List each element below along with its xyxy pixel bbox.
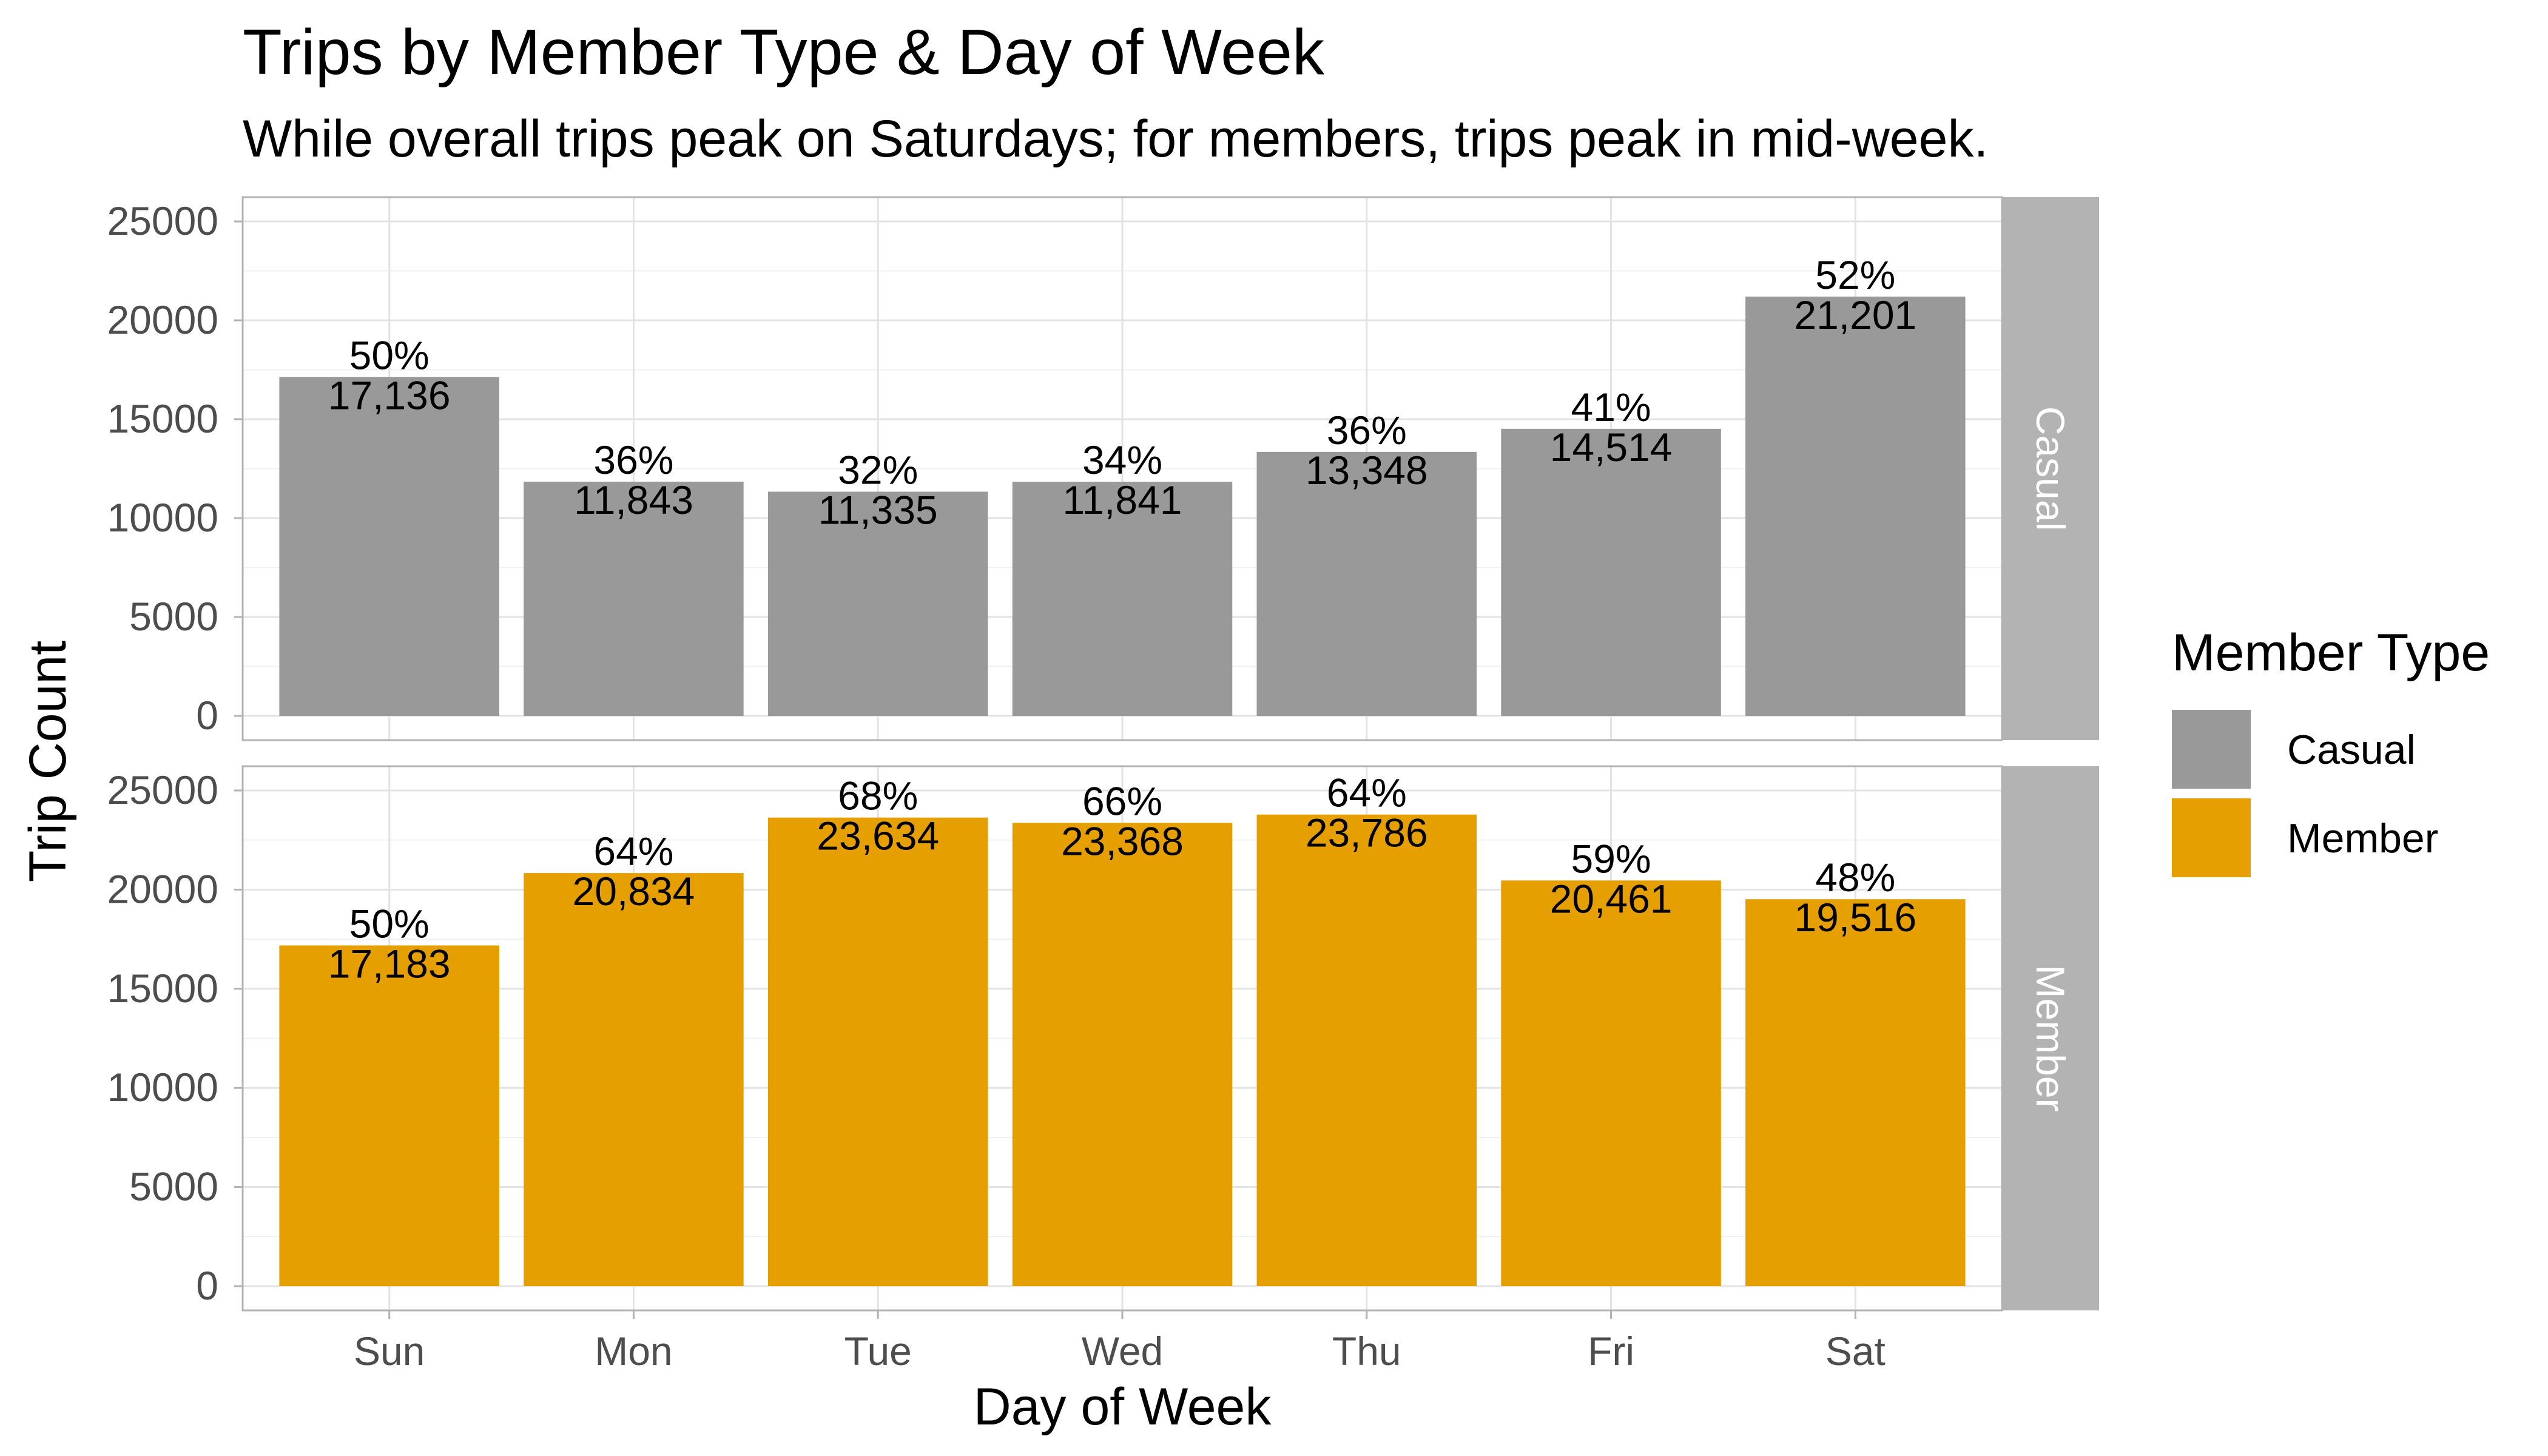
value-label: 20,834	[573, 869, 695, 914]
y-tick-label: 15000	[107, 966, 218, 1011]
value-label: 17,183	[328, 941, 451, 986]
bar-casual-fri	[1501, 428, 1721, 716]
pct-label: 66%	[1082, 778, 1162, 823]
legend: Member Type Casual Member	[2172, 624, 2490, 877]
pct-label: 64%	[593, 829, 673, 874]
pct-label: 50%	[349, 901, 430, 946]
value-label: 23,368	[1061, 818, 1184, 863]
value-label: 13,348	[1306, 448, 1428, 493]
bar-casual-thu	[1256, 451, 1477, 716]
bar-casual-sun	[279, 377, 499, 716]
x-tick-label: Sat	[1825, 1329, 1886, 1373]
pct-label: 68%	[838, 774, 918, 818]
y-tick-label: 5000	[129, 594, 218, 639]
x-axis-title: Day of Week	[974, 1378, 1272, 1436]
value-label: 11,335	[818, 487, 938, 532]
y-tick-label: 20000	[107, 866, 218, 911]
value-label: 17,136	[328, 372, 451, 417]
bar-casual-mon	[524, 481, 744, 716]
legend-label: Casual	[2287, 727, 2416, 773]
value-label: 11,841	[1063, 477, 1182, 522]
legend-key-member	[2172, 798, 2251, 877]
pct-label: 59%	[1571, 836, 1651, 881]
pct-label: 34%	[1082, 437, 1162, 482]
x-tick-label: Mon	[595, 1329, 672, 1373]
bar-member-mon	[524, 873, 744, 1286]
value-label: 21,201	[1794, 292, 1916, 337]
facet-strip	[2002, 766, 2099, 1310]
y-tick-label: 25000	[107, 767, 218, 812]
legend-label: Member	[2287, 815, 2438, 861]
y-tick-label: 10000	[107, 495, 218, 540]
legend-key-casual	[2172, 710, 2251, 789]
value-label: 20,461	[1550, 876, 1673, 921]
chart-subtitle: While overall trips peak on Saturdays; f…	[243, 110, 1988, 168]
pct-label: 48%	[1815, 855, 1895, 900]
value-label: 23,786	[1306, 811, 1428, 855]
value-label: 19,516	[1794, 895, 1916, 940]
pct-label: 64%	[1327, 770, 1407, 815]
plot-area: 050001000015000200002500050%17,13636%11,…	[107, 196, 2099, 1373]
pct-label: 36%	[593, 437, 673, 482]
chart-title: Trips by Member Type & Day of Week	[243, 16, 1325, 88]
pct-label: 41%	[1571, 385, 1651, 430]
bar-casual-tue	[767, 491, 988, 716]
y-tick-label: 10000	[107, 1065, 218, 1110]
bar-member-sun	[279, 945, 499, 1286]
bar-member-wed	[1012, 823, 1233, 1286]
value-label: 14,514	[1550, 425, 1673, 470]
bar-member-fri	[1501, 880, 1721, 1286]
y-tick-label: 20000	[107, 297, 218, 342]
x-tick-label: Thu	[1332, 1329, 1401, 1373]
facet-strip-label: Member	[2028, 965, 2073, 1111]
x-tick-label: Fri	[1588, 1329, 1634, 1373]
bar-casual-wed	[1012, 481, 1233, 716]
value-label: 11,843	[574, 477, 693, 522]
x-tick-label: Sun	[354, 1329, 425, 1373]
bar-member-thu	[1256, 814, 1477, 1286]
facet-strip	[2002, 197, 2099, 740]
facet-panel-casual: 050001000015000200002500050%17,13636%11,…	[107, 196, 2099, 741]
x-tick-label: Wed	[1082, 1329, 1164, 1373]
x-tick-label: Tue	[844, 1329, 912, 1373]
bar-casual-sat	[1745, 296, 1966, 716]
y-axis-title: Trip Count	[19, 641, 77, 882]
pct-label: 32%	[838, 447, 918, 492]
bar-member-sat	[1745, 899, 1966, 1286]
y-tick-label: 0	[196, 693, 218, 738]
y-tick-label: 0	[196, 1263, 218, 1308]
pct-label: 36%	[1327, 408, 1407, 453]
legend-title: Member Type	[2172, 624, 2490, 682]
value-label: 23,634	[817, 814, 939, 858]
facet-strip-label: Casual	[2028, 406, 2073, 531]
facet-panel-member: 050001000015000200002500050%17,18364%20,…	[107, 765, 2099, 1312]
y-tick-label: 25000	[107, 198, 218, 243]
pct-label: 50%	[349, 332, 430, 377]
pct-label: 52%	[1815, 252, 1895, 297]
y-tick-label: 5000	[129, 1164, 218, 1209]
bar-member-tue	[767, 817, 988, 1286]
y-tick-label: 15000	[107, 396, 218, 441]
